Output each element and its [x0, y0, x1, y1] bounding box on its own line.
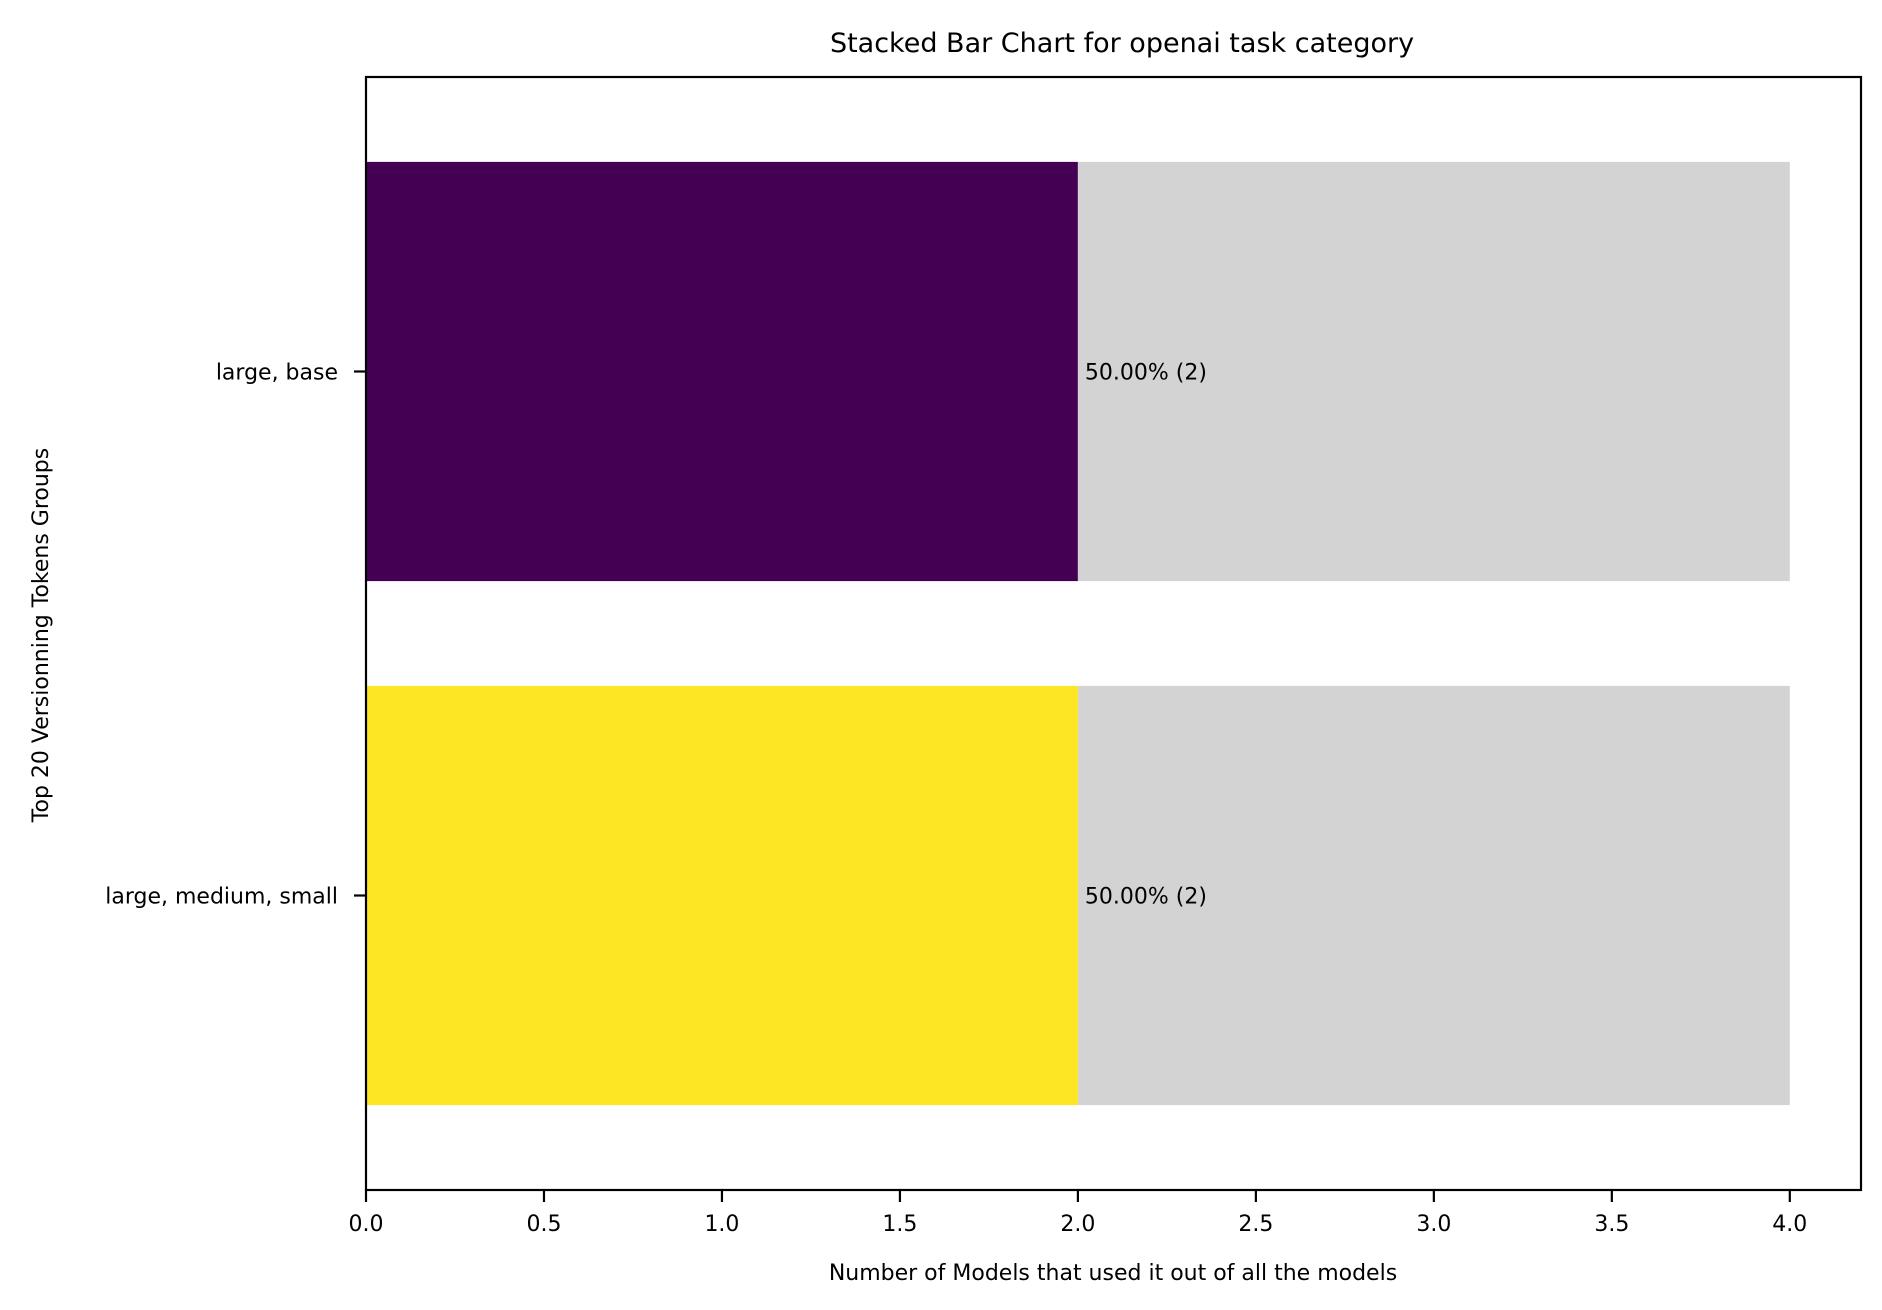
- x-tick-label-0: 0.0: [349, 1212, 384, 1237]
- x-tick-label-5: 2.5: [1238, 1212, 1273, 1237]
- x-tick-label-8: 4.0: [1772, 1212, 1807, 1237]
- bar-used-0: [366, 161, 1078, 582]
- x-axis: 0.0 0.5 1.0 1.5 2.0 2.5 3.0 3.5 4.0: [349, 1190, 1807, 1237]
- y-tick-label-1: large, medium, small: [105, 885, 338, 910]
- plot-frame: [364, 75, 1863, 1192]
- y-tick-label-0: large, base: [216, 360, 338, 385]
- y-axis-label: Top 20 Versionning Tokens Groups: [29, 448, 54, 823]
- data-label-0: 50.00% (2): [1085, 360, 1207, 385]
- bar-remaining-0: [1077, 161, 1790, 582]
- data-labels-layer: 50.00% (2) 50.00% (2): [1085, 360, 1207, 909]
- data-label-1: 50.00% (2): [1085, 885, 1207, 910]
- chart-title: Stacked Bar Chart for openai task catego…: [830, 28, 1414, 59]
- x-tick-label-4: 2.0: [1060, 1212, 1095, 1237]
- x-tick-label-6: 3.0: [1416, 1212, 1451, 1237]
- x-axis-label: Number of Models that used it out of all…: [829, 1261, 1397, 1286]
- bar-remaining-1: [1077, 685, 1790, 1106]
- x-tick-label-7: 3.5: [1594, 1212, 1629, 1237]
- bar-used-1: [366, 685, 1078, 1106]
- x-tick-label-2: 1.0: [704, 1212, 739, 1237]
- x-tick-label-3: 1.5: [882, 1212, 917, 1237]
- bars-layer: [366, 161, 1790, 1106]
- x-tick-label-1: 0.5: [526, 1212, 561, 1237]
- y-axis: large, base large, medium, small: [105, 360, 366, 910]
